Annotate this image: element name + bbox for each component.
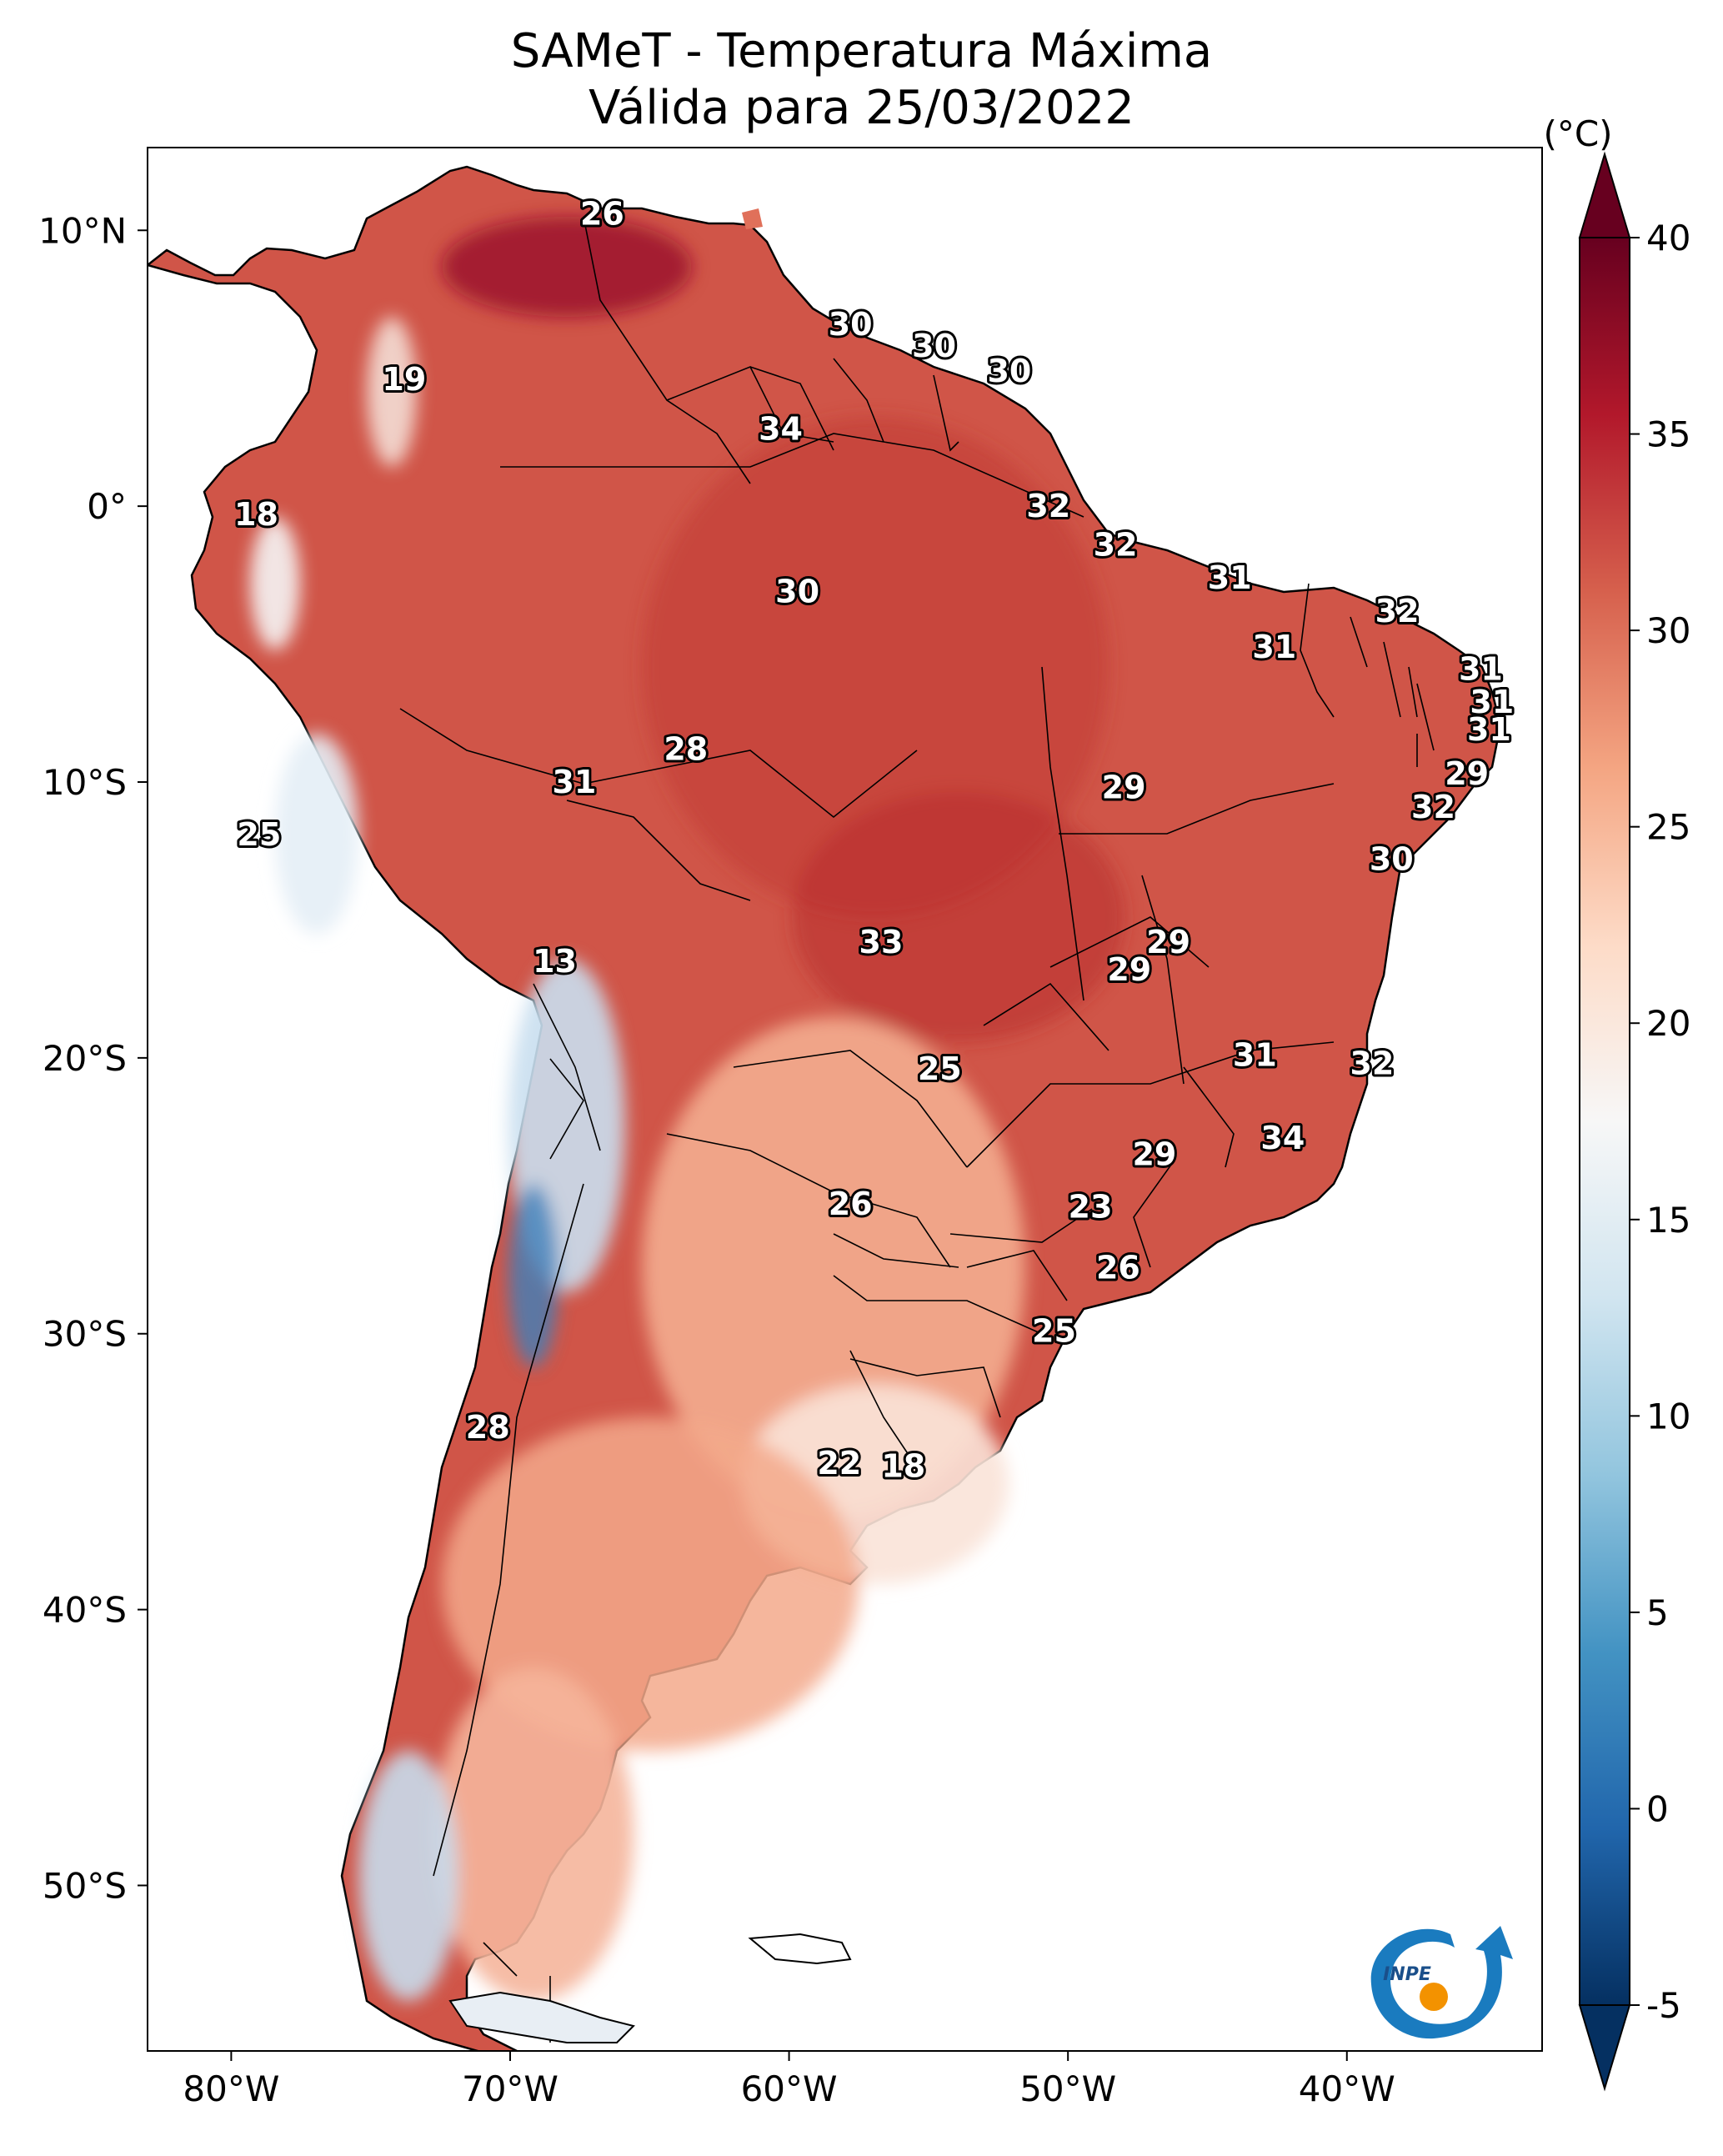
station-temperature-label: 30: [987, 353, 1031, 389]
station-temperature-label: 30: [1370, 841, 1414, 878]
map-title: SAMeT - Temperatura Máxima: [510, 24, 1213, 78]
station-temperature-label: 31: [1470, 684, 1514, 720]
trinidad-island: [742, 208, 763, 229]
station-temperature-label: 31: [1252, 629, 1296, 665]
station-temperature-label: 28: [466, 1409, 510, 1446]
colorbar-unit: (°C): [1543, 113, 1612, 154]
colorbar-tick-label: 20: [1646, 1003, 1690, 1044]
station-temperature-label: 29: [1146, 924, 1190, 960]
colorbar-tick-label: 30: [1646, 610, 1690, 651]
station-temperature-label: 25: [237, 816, 281, 853]
colorbar-tick-label: 35: [1646, 414, 1690, 455]
country-borders: [399, 216, 1435, 2043]
station-temperature-label: 34: [1260, 1120, 1305, 1156]
station-temperature-label: 25: [1032, 1312, 1076, 1349]
falkland-islands: [748, 1933, 852, 1965]
station-temperature-label: 31: [1459, 650, 1503, 687]
station-temperature-label: 31: [1467, 711, 1511, 748]
map-subtitle: Válida para 25/03/2022: [589, 81, 1134, 135]
station-temperature-label: 26: [1096, 1249, 1140, 1286]
station-temperature-label: 23: [1069, 1189, 1113, 1226]
station-temperature-label: 29: [1102, 770, 1146, 806]
colorbar-tick-label: 5: [1646, 1592, 1669, 1633]
lat-tick-label: 10°S: [43, 762, 127, 803]
logo-swoosh-icon: [1370, 1926, 1513, 2039]
station-temperature-label: 31: [1233, 1037, 1277, 1074]
colorbar-ticks: 40 35 30 25 20 15 10 5 0 -5: [1630, 218, 1690, 2026]
station-temperature-label: 18: [234, 496, 278, 533]
colorbar-min-extension: [1578, 2004, 1631, 2092]
station-temperature-label: 26: [580, 195, 624, 232]
lat-tick-label: 30°S: [43, 1314, 127, 1355]
station-temperature-label: 30: [912, 328, 956, 364]
station-temperature-label: 30: [829, 306, 873, 343]
colorbar-tick-label: 10: [1646, 1396, 1690, 1436]
station-temperature-label: 32: [1026, 488, 1070, 524]
lat-tick-label: 10°N: [38, 210, 127, 251]
station-temperature-label: 25: [918, 1050, 962, 1087]
lat-tick-label: 50°S: [43, 1865, 127, 1906]
colorbar-tick-label: 0: [1646, 1788, 1669, 1829]
colorbar-tick-label: 40: [1646, 218, 1690, 258]
station-temperature-label: 34: [759, 410, 803, 447]
station-temperature-label: 26: [829, 1186, 873, 1222]
logo-text: INPE: [1383, 1964, 1431, 1985]
station-temperature-label: 29: [1107, 951, 1151, 988]
station-temperature-label: 32: [1411, 789, 1455, 825]
inpe-logo: INPE: [1370, 1926, 1513, 2039]
station-temperature-label: 30: [775, 574, 819, 610]
lat-tick-label: 40°S: [43, 1590, 127, 1631]
station-temperature-label: 29: [1445, 755, 1489, 792]
longitude-axis: 80°W 70°W 60°W 50°W 40°W: [183, 2051, 1395, 2109]
station-temperature-label: 32: [1094, 526, 1138, 563]
station-temperature-label: 31: [1208, 559, 1252, 596]
temperature-shading: [250, 217, 1125, 2001]
logo-dot-icon: [1420, 1983, 1448, 2011]
colorbar-body: [1579, 237, 1630, 2006]
lat-tick-label: 0°: [87, 486, 127, 527]
tierra-del-fuego: [448, 1991, 635, 2043]
lon-tick-label: 70°W: [462, 2068, 558, 2109]
station-temperature-label: 29: [1132, 1136, 1176, 1173]
station-temperature-label: 22: [817, 1445, 861, 1482]
station-temperature-label: 18: [881, 1448, 925, 1485]
lon-tick-label: 40°W: [1299, 2068, 1395, 2109]
lon-tick-label: 50°W: [1019, 2068, 1116, 2109]
map-frame: [147, 147, 1543, 2052]
station-temperature-label: 32: [1350, 1045, 1394, 1081]
station-temperature-label: 32: [1375, 593, 1420, 629]
station-temperature-label: 13: [533, 943, 577, 980]
station-temperature-label: 19: [382, 361, 426, 398]
colorbar-tick-label: 15: [1646, 1200, 1690, 1241]
station-temperature-label: 28: [664, 730, 708, 767]
station-temperature-label: 33: [859, 924, 904, 960]
colorbar: 40 35 30 25 20 15 10 5 0 -5 (°C): [1543, 113, 1690, 2092]
lon-tick-label: 80°W: [183, 2068, 279, 2109]
lat-tick-label: 20°S: [43, 1038, 127, 1079]
south-america-land: [148, 165, 1502, 2051]
station-temperature-label: 31: [552, 764, 596, 800]
lon-tick-label: 60°W: [741, 2068, 838, 2109]
latitude-axis: 10°N 0° 10°S 20°S 30°S 40°S 50°S: [38, 210, 148, 1906]
colorbar-tick-label: -5: [1646, 1985, 1681, 2026]
colorbar-tick-label: 25: [1646, 807, 1690, 848]
colorbar-max-extension: [1578, 151, 1631, 238]
